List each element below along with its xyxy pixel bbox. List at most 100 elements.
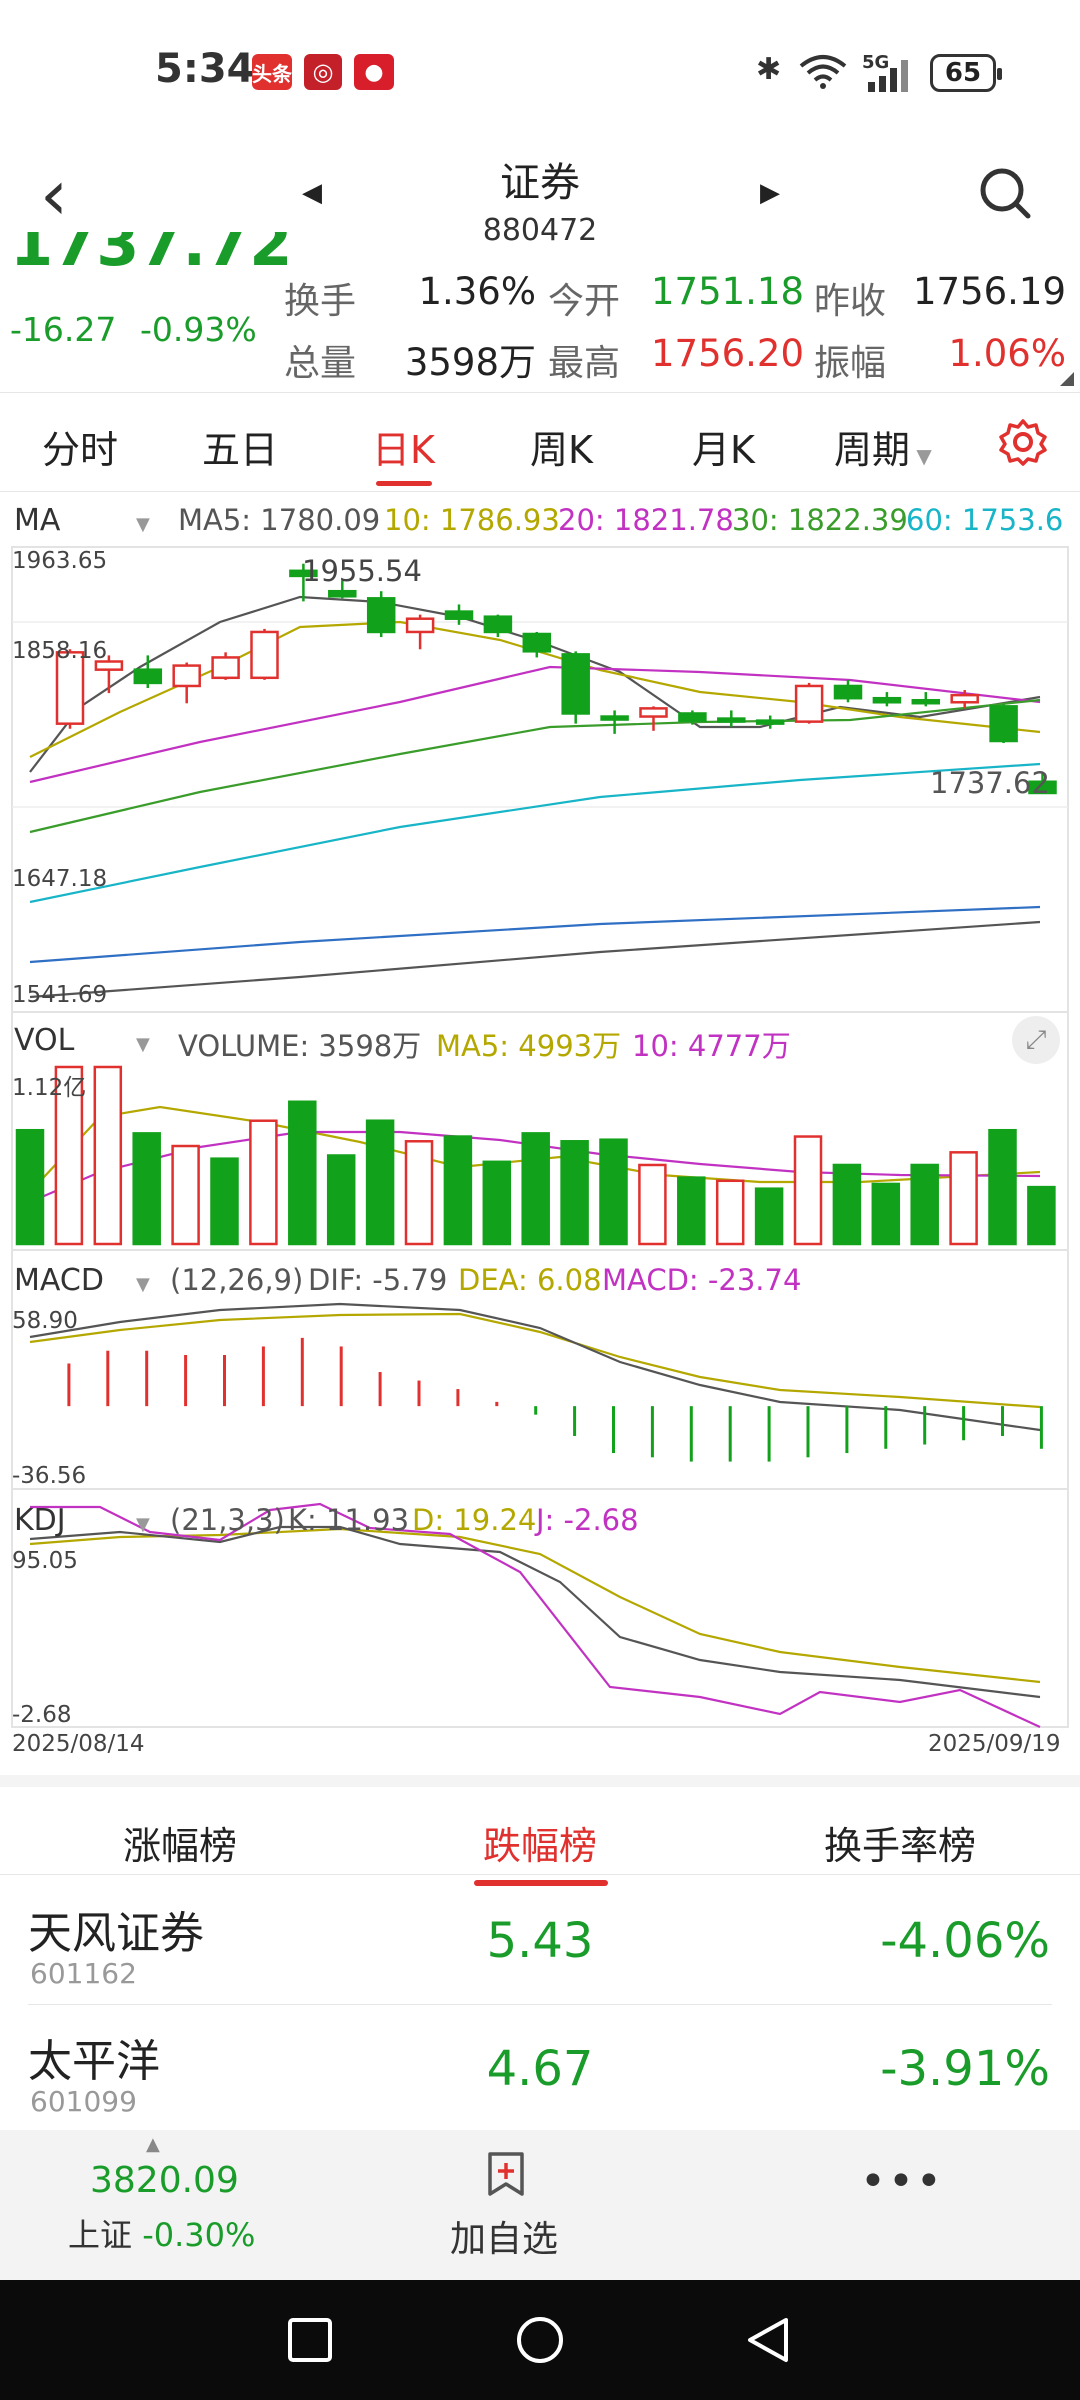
candle-body: [289, 569, 318, 578]
ma20-line: [29, 665, 1041, 784]
add-watchlist-label[interactable]: 加自选: [450, 2219, 559, 2260]
candle-body: [133, 668, 163, 685]
j-legend: J: -2.68: [536, 1503, 639, 1537]
panel-frame: [11, 546, 1069, 1013]
add-watchlist-icon[interactable]: [484, 2150, 528, 2198]
tab-five-day[interactable]: 五日: [202, 428, 279, 472]
candle-body: [522, 632, 552, 653]
candle-body: [366, 597, 396, 634]
back-button[interactable]: ‹: [40, 154, 68, 236]
macd-indicator-label[interactable]: MACD: [14, 1263, 104, 1298]
tab-daily-k[interactable]: 日K: [372, 428, 435, 472]
vol-dropdown-icon[interactable]: ▼: [136, 1034, 150, 1055]
candle-body: [1028, 780, 1057, 795]
volume-bar: [132, 1132, 161, 1246]
bank-app-icon: ◎: [304, 54, 342, 90]
candle-body: [94, 660, 124, 671]
open-label: 今开: [548, 281, 621, 322]
vol-indicator-label[interactable]: VOL: [14, 1023, 75, 1058]
back-nav-button[interactable]: [744, 2314, 792, 2366]
candle-body: [950, 693, 979, 704]
ranking-tabs: 涨幅榜 跌幅榜 换手率榜: [0, 1775, 1080, 1886]
ma10-legend: 10: 1786.93: [384, 503, 560, 537]
volume-bar: [54, 1065, 84, 1246]
next-stock-arrow[interactable]: ▶: [760, 178, 780, 208]
candle-body: [794, 684, 824, 723]
volume-bar: [677, 1176, 706, 1246]
volume-value: 3598万: [404, 341, 536, 384]
home-button[interactable]: [514, 2314, 566, 2366]
dea-legend: DEA: 6.08: [458, 1263, 602, 1297]
volume-bar: [171, 1144, 200, 1246]
tab-turnover[interactable]: 换手率榜: [823, 1824, 976, 1868]
ranking-tab-indicator: [474, 1880, 608, 1886]
macd-dropdown-icon[interactable]: ▼: [136, 1274, 150, 1295]
last-price: 1737.72: [10, 232, 293, 280]
tab-intraday[interactable]: 分时: [42, 428, 119, 472]
kdj-dropdown-icon[interactable]: ▼: [136, 1514, 150, 1535]
price-axis-3: 1647.18: [12, 866, 108, 892]
tab-period[interactable]: 周期 ▼: [834, 419, 932, 474]
volume-bar: [249, 1119, 278, 1246]
expand-corner-icon[interactable]: [1060, 372, 1074, 386]
search-icon[interactable]: [978, 166, 1034, 222]
shopping-app-icon: ●: [354, 54, 394, 90]
vol-ma10-legend: 10: 4777万: [632, 1029, 791, 1063]
stock-code: 601099: [30, 2085, 137, 2118]
network-type: 5G: [862, 52, 890, 73]
index-value[interactable]: 3820.09: [90, 2160, 239, 2201]
volume-bar: [404, 1140, 434, 1246]
vol-axis-top: 1.12亿: [12, 1075, 87, 1101]
settings-gear-icon[interactable]: [998, 417, 1048, 467]
candle-body: [639, 707, 668, 718]
candle-body: [211, 656, 240, 680]
ma-dropdown-icon[interactable]: ▼: [136, 514, 150, 535]
kdj-j-line: [30, 1502, 1041, 1728]
list-item[interactable]: 天风证券 601162 5.43 -4.06%: [0, 1877, 1080, 2005]
price-change-pct: -0.93%: [140, 310, 257, 349]
candle-body: [405, 617, 435, 634]
kdj-indicator-label[interactable]: KDJ: [14, 1503, 66, 1538]
candle-body: [172, 664, 201, 688]
candle-body: [989, 705, 1018, 743]
candle-body: [872, 696, 902, 704]
candle-body: [561, 653, 590, 715]
index-change: -0.30%: [142, 2216, 256, 2254]
prev-close-value: 1756.19: [912, 270, 1066, 313]
volume-bar: [949, 1151, 978, 1246]
more-options-icon[interactable]: •••: [860, 2156, 944, 2207]
kdj-d-line: [29, 1527, 1041, 1684]
battery-icon: 65: [930, 54, 1002, 92]
bottom-bar: ▲ 3820.09 上证 -0.30% 加自选 •••: [0, 2130, 1080, 2280]
ma20-legend: 20: 1821.78: [558, 503, 734, 537]
volume-bar: [871, 1182, 901, 1246]
prev-close-label: 昨收: [814, 281, 887, 322]
volume-bar: [560, 1140, 589, 1246]
ma5-legend: MA5: 1780.09: [178, 503, 381, 537]
volume-legend: VOLUME: 3598万: [178, 1029, 422, 1063]
low-marker: 1737.62: [930, 766, 1050, 800]
list-item[interactable]: 太平洋 601099 4.67 -3.91%: [0, 2005, 1080, 2133]
recent-apps-button[interactable]: [286, 2316, 334, 2364]
kdj-axis-bottom: -2.68: [12, 1702, 72, 1728]
d-legend: D: 19.24: [412, 1503, 537, 1537]
chevron-up-icon[interactable]: ▲: [146, 2134, 160, 2155]
tab-monthly-k[interactable]: 月K: [692, 428, 755, 472]
index-name: 上证: [68, 2216, 133, 2254]
price-axis-2: 1858.16: [12, 638, 108, 664]
volume-bar: [443, 1135, 473, 1246]
tab-weekly-k[interactable]: 周K: [530, 428, 593, 472]
candle-body: [328, 589, 357, 598]
volume-label: 总量: [284, 343, 357, 384]
bluetooth-icon: ✱: [756, 52, 782, 87]
fullscreen-icon[interactable]: ⤢: [1012, 1016, 1060, 1064]
kdj-k-line: [29, 1525, 1041, 1699]
volume-bar: [288, 1100, 317, 1246]
prev-stock-arrow[interactable]: ◀: [302, 178, 322, 208]
kline-chart[interactable]: [0, 492, 1080, 1767]
index-name-row[interactable]: 上证 -0.30%: [68, 2210, 255, 2256]
tab-losers[interactable]: 跌幅榜: [482, 1824, 597, 1868]
volume-bar: [988, 1128, 1017, 1246]
ma-indicator-label[interactable]: MA: [14, 503, 61, 538]
tab-gainers[interactable]: 涨幅榜: [122, 1824, 237, 1868]
